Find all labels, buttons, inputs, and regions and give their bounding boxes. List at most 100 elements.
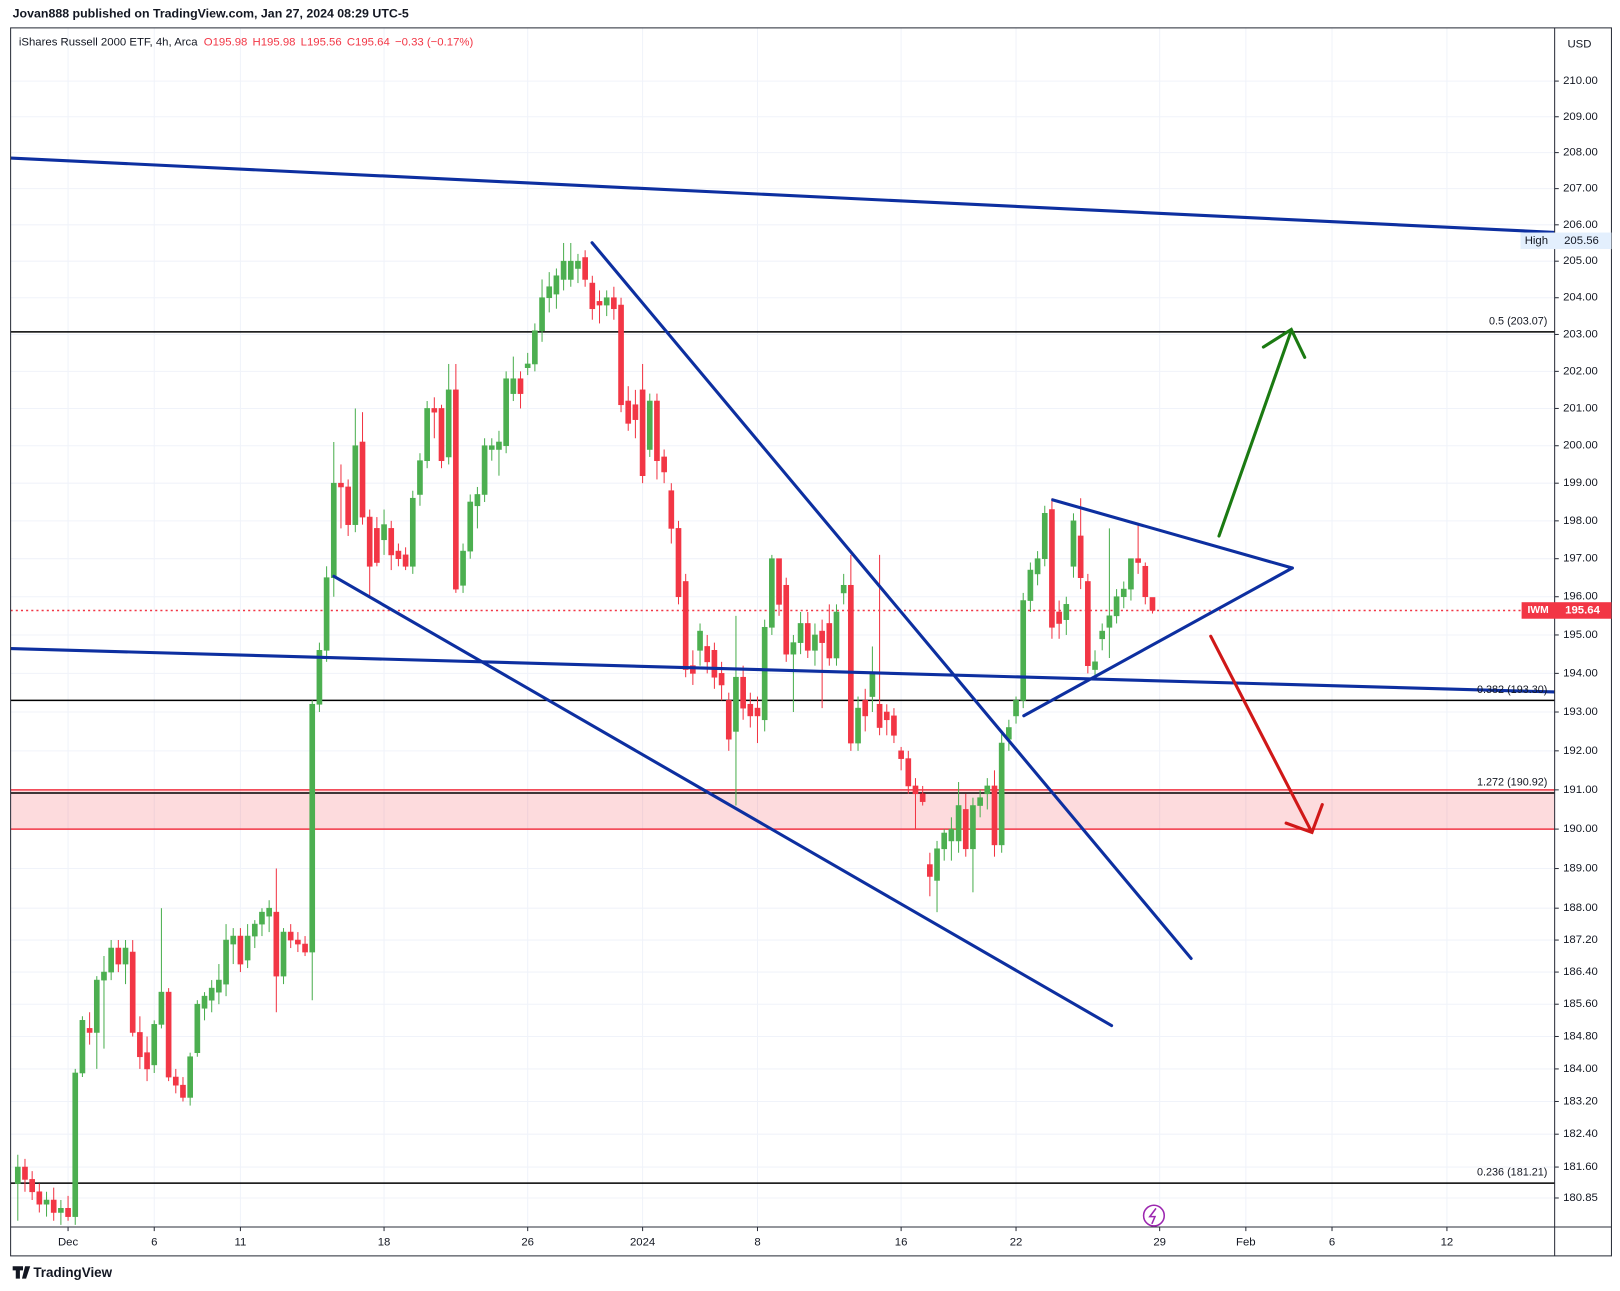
candle-body [517, 378, 524, 394]
candle-body [43, 1199, 50, 1205]
candle-body [453, 389, 459, 590]
candle-body [122, 947, 129, 965]
x-tick-label: 6 [151, 1236, 157, 1248]
candle-body [927, 864, 933, 877]
candle-body [984, 785, 991, 795]
candle-body [352, 445, 359, 525]
candle-body [754, 707, 761, 717]
candle-body [553, 275, 560, 295]
candle-body [295, 939, 301, 945]
candle-body [101, 971, 107, 981]
candle-body [1020, 600, 1027, 701]
level-label: 0.236 (181.21) [1477, 1167, 1547, 1179]
candle-body [438, 408, 445, 462]
candle-body [524, 363, 531, 368]
candle-body [158, 991, 165, 1025]
currency: USD [1567, 38, 1591, 50]
y-tick-label: 198.00 [1563, 515, 1598, 527]
candle-body [251, 923, 258, 937]
candle-body [1092, 661, 1098, 670]
candle-body [769, 558, 775, 628]
trend-line [10, 647, 1555, 694]
legend-value: C195.64 [347, 36, 390, 48]
trend-line [590, 241, 1193, 960]
candle-body [733, 676, 739, 732]
candle-body [603, 297, 610, 306]
candle-body [646, 400, 653, 450]
candle-body [381, 524, 387, 541]
candle-body [1070, 520, 1077, 567]
candle-body [675, 528, 682, 598]
candle-body [948, 828, 955, 842]
y-tick-label: 199.00 [1563, 477, 1598, 489]
candle-body [72, 1072, 79, 1217]
candle-body [460, 550, 466, 586]
candle-body [589, 282, 596, 310]
candle-body [216, 979, 222, 993]
candle-body [1085, 581, 1091, 666]
y-tick-label: 208.00 [1563, 147, 1598, 159]
candle-body [302, 943, 308, 953]
level-label: 0.382 (193.30) [1477, 684, 1547, 696]
candle-body [668, 490, 675, 529]
candle-body [165, 991, 172, 1078]
candle-body [862, 700, 869, 717]
candle-body [539, 297, 545, 332]
candle-body [898, 750, 904, 759]
chart-title: iShares Russell 2000 ETF, 4h, Arca [19, 36, 198, 48]
candle-body [804, 623, 811, 651]
candle-body [1113, 596, 1120, 617]
last-price-symbol: IWM [1528, 605, 1549, 616]
candle-body [661, 456, 667, 473]
y-tick-label: 206.00 [1563, 219, 1598, 231]
trend-line [1051, 498, 1294, 570]
candle-body [467, 501, 474, 552]
candle-body [1135, 558, 1141, 563]
candle-body [582, 257, 588, 280]
candle-body [474, 494, 481, 507]
candle-body [1056, 611, 1062, 624]
candle-body [244, 935, 251, 961]
candle-body [797, 623, 804, 643]
legend-value: H195.98 [253, 36, 296, 48]
x-tick-label: Dec [58, 1236, 79, 1248]
brand: TradingView [33, 1265, 112, 1280]
y-tick-label: 182.40 [1563, 1128, 1598, 1140]
candle-body [151, 1024, 158, 1066]
candle-body [869, 673, 876, 697]
candle-body [481, 445, 488, 495]
candle-body [50, 1199, 57, 1213]
candle-body [883, 711, 890, 721]
candle-body [891, 715, 897, 736]
candle-body [977, 797, 983, 806]
legend-value: −0.33 (−0.17%) [395, 36, 474, 48]
candle-body [374, 528, 380, 563]
y-tick-label: 196.00 [1563, 591, 1598, 603]
y-tick-label: 201.00 [1563, 402, 1598, 414]
candle-body [1149, 597, 1156, 611]
y-tick-label: 191.00 [1563, 784, 1598, 796]
candle-body [632, 404, 639, 420]
y-tick-label: 210.00 [1563, 75, 1598, 87]
x-tick-label: 26 [521, 1236, 534, 1248]
candle-body [697, 630, 703, 651]
y-tick-label: 195.00 [1563, 629, 1598, 641]
legend: O195.98 H195.98 L195.56 C195.64 −0.33 (−0.17… [204, 36, 474, 48]
legend-value: O195.98 [204, 36, 248, 48]
candle-body [510, 378, 517, 394]
y-tick-label: 197.00 [1563, 553, 1598, 565]
candle-body [488, 445, 495, 450]
x-tick-label: 29 [1153, 1236, 1166, 1248]
trend-line [1022, 566, 1294, 718]
candle-body [819, 630, 825, 643]
up-arrow [1217, 327, 1307, 538]
y-tick-label: 180.85 [1563, 1192, 1598, 1204]
candle-body [962, 809, 969, 850]
candle-body [711, 649, 718, 678]
candle-body [833, 611, 840, 659]
candle-body [575, 260, 581, 269]
candle-body [201, 995, 208, 1009]
candle-body [266, 907, 272, 917]
y-tick-label: 184.80 [1563, 1030, 1598, 1042]
y-tick-label: 184.00 [1563, 1063, 1598, 1075]
